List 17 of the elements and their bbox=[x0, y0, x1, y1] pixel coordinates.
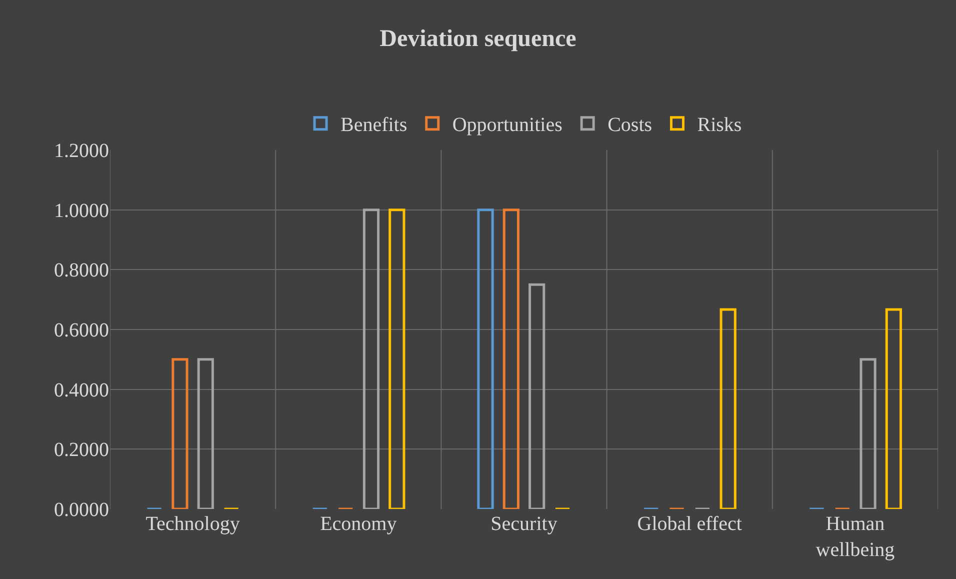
legend-label: Benefits bbox=[340, 114, 408, 136]
y-tick-label: 1.0000 bbox=[54, 200, 109, 222]
y-tick-label: 0.6000 bbox=[54, 320, 109, 342]
legend-label: Opportunities bbox=[452, 114, 563, 136]
x-tick-label: Human wellbeing bbox=[816, 513, 895, 561]
x-tick-label: Economy bbox=[320, 513, 397, 535]
x-tick-label: Global effect bbox=[637, 513, 742, 535]
y-tick-label: 1.2000 bbox=[54, 140, 109, 162]
legend-label: Costs bbox=[608, 114, 652, 136]
y-tick-label: 0.4000 bbox=[54, 379, 109, 402]
y-tick-label: 0.2000 bbox=[54, 439, 109, 462]
chart-title: Deviation sequence bbox=[380, 26, 577, 52]
y-tick-label: 0.8000 bbox=[54, 260, 109, 282]
y-tick-label: 0.0000 bbox=[54, 499, 109, 521]
x-tick-label: Security bbox=[490, 513, 558, 535]
legend-label: Risks bbox=[697, 114, 742, 136]
x-tick-label: Technology bbox=[146, 513, 240, 535]
